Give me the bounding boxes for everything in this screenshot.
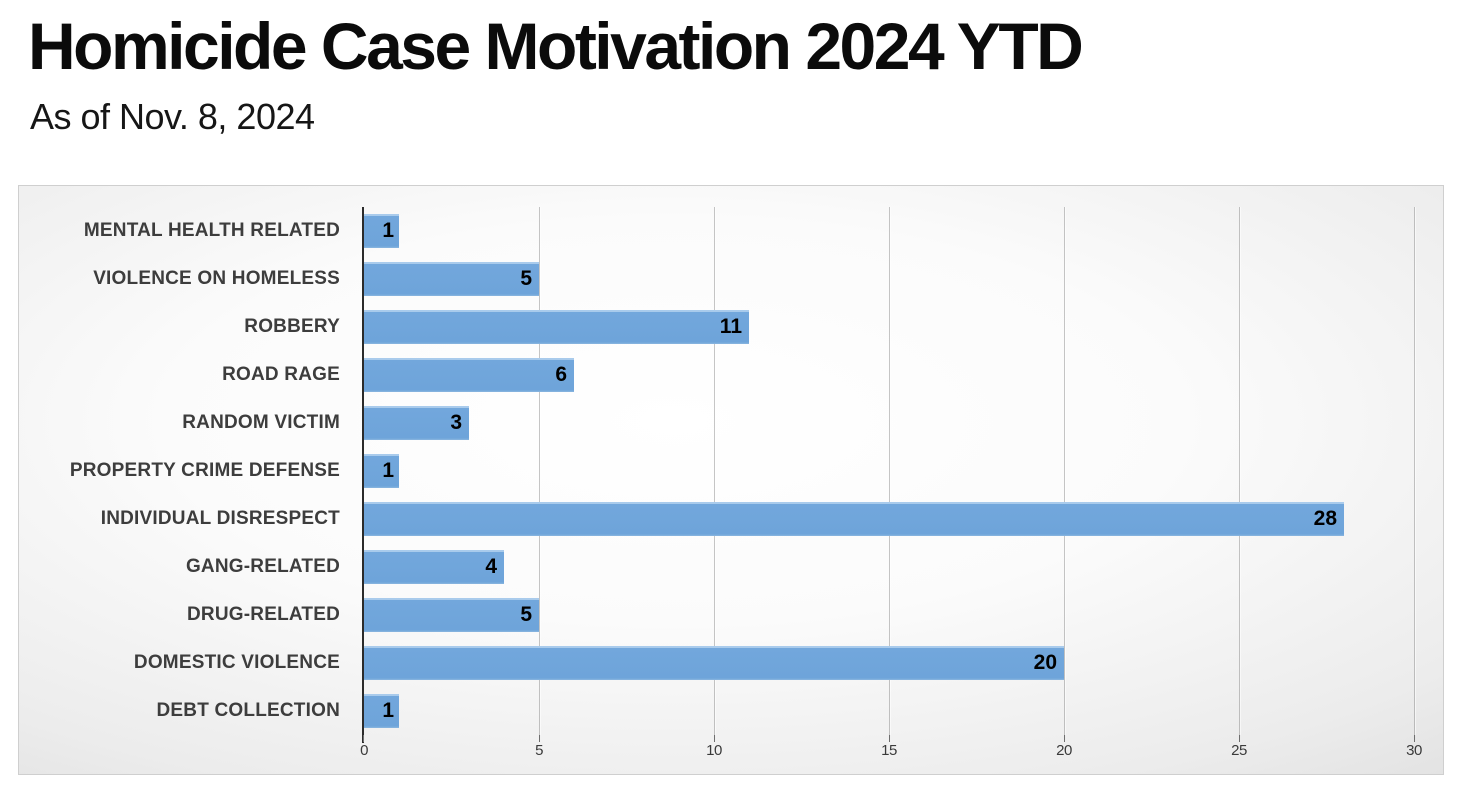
bar: 11 xyxy=(364,310,749,344)
axis-tick-label: 10 xyxy=(706,742,722,759)
gridline xyxy=(889,207,890,735)
axis-tick-label: 5 xyxy=(535,742,543,759)
gridline xyxy=(1064,207,1065,735)
bar: 6 xyxy=(364,358,574,392)
tick-mark xyxy=(714,735,715,742)
axis-tick-label: 20 xyxy=(1056,742,1072,759)
bar: 4 xyxy=(364,550,504,584)
category-label: DOMESTIC VIOLENCE xyxy=(133,652,340,673)
page-subtitle: As of Nov. 8, 2024 xyxy=(30,96,315,137)
category-label: MENTAL HEALTH RELATED xyxy=(83,220,340,241)
bar: 20 xyxy=(364,646,1064,680)
page-title: Homicide Case Motivation 2024 YTD xyxy=(28,9,1084,83)
category-label: ROAD RAGE xyxy=(222,364,340,385)
axis-tick-label: 25 xyxy=(1231,742,1247,759)
tick-mark xyxy=(363,735,364,742)
category-label: VIOLENCE ON HOMELESS xyxy=(93,268,340,289)
bar: 1 xyxy=(364,454,399,488)
bar: 28 xyxy=(364,502,1344,536)
bar-value-label: 4 xyxy=(485,555,497,578)
y-axis-line xyxy=(362,207,364,743)
category-label: DEBT COLLECTION xyxy=(156,700,340,721)
bar-value-label: 6 xyxy=(555,363,567,386)
category-label: ROBBERY xyxy=(244,316,340,337)
bar-value-label: 3 xyxy=(450,411,462,434)
bar: 5 xyxy=(364,598,539,632)
tick-mark xyxy=(889,735,890,742)
tick-mark xyxy=(1414,735,1415,742)
category-label: INDIVIDUAL DISRESPECT xyxy=(100,508,340,529)
category-label: RANDOM VICTIM xyxy=(182,412,340,433)
axis-tick-label: 30 xyxy=(1406,742,1422,759)
bar: 5 xyxy=(364,262,539,296)
bar-value-label: 20 xyxy=(1033,651,1057,674)
bar: 1 xyxy=(364,694,399,728)
bar-value-label: 5 xyxy=(520,603,532,626)
category-label: DRUG-RELATED xyxy=(187,604,340,625)
bar-value-label: 28 xyxy=(1313,507,1337,530)
axis-tick-label: 15 xyxy=(881,742,897,759)
plot-area: 1 5 11 6 3 1 28 4 5 20 1 xyxy=(362,207,1421,743)
gridline xyxy=(1239,207,1240,735)
gridline xyxy=(1414,207,1415,735)
gridline xyxy=(539,207,540,735)
x-axis: 0 5 10 15 20 25 30 xyxy=(360,742,1422,764)
bar: 3 xyxy=(364,406,469,440)
bar-chart: MENTAL HEALTH RELATED VIOLENCE ON HOMELES… xyxy=(18,185,1444,775)
bar-value-label: 1 xyxy=(382,219,394,242)
category-label: PROPERTY CRIME DEFENSE xyxy=(69,460,340,481)
tick-mark xyxy=(1239,735,1240,742)
tick-mark xyxy=(1064,735,1065,742)
bar-value-label: 1 xyxy=(382,699,394,722)
bar: 1 xyxy=(364,214,399,248)
gridline xyxy=(714,207,715,735)
tick-mark xyxy=(539,735,540,742)
bar-value-label: 5 xyxy=(520,267,532,290)
category-label: GANG-RELATED xyxy=(185,556,340,577)
bar-value-label: 11 xyxy=(719,315,742,338)
bar-value-label: 1 xyxy=(382,459,394,482)
category-axis: MENTAL HEALTH RELATED VIOLENCE ON HOMELES… xyxy=(19,207,352,735)
axis-tick-label: 0 xyxy=(360,742,368,759)
